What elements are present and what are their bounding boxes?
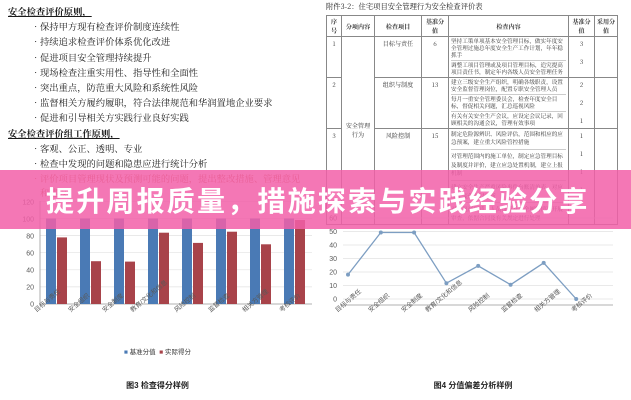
svg-text:20: 20	[329, 270, 337, 277]
svg-text:60: 60	[26, 251, 34, 258]
svg-text:10: 10	[329, 283, 337, 290]
svg-text:50: 50	[329, 229, 337, 236]
svg-text:40: 40	[329, 243, 337, 250]
svg-text:80: 80	[26, 234, 34, 241]
svg-text:30: 30	[329, 256, 337, 263]
svg-text:20: 20	[26, 285, 34, 292]
svg-text:40: 40	[26, 268, 34, 275]
